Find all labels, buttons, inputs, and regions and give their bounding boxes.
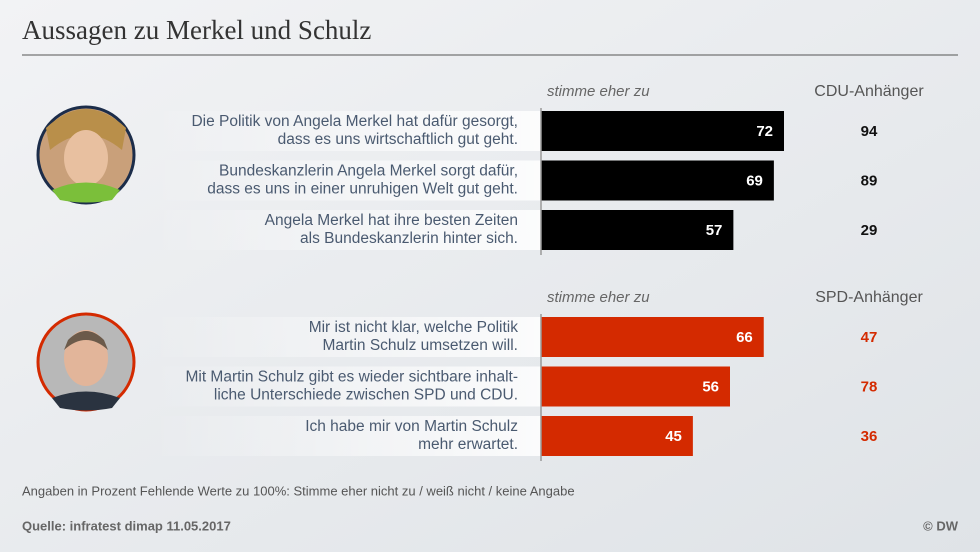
category-label: Bundeskanzlerin Angela Merkel sorgt dafü… — [219, 163, 518, 180]
label-band — [150, 366, 541, 407]
label-band — [150, 111, 541, 151]
value-header: stimme eher zu — [547, 83, 650, 100]
category-label: Martin Schulz umsetzen will. — [322, 337, 518, 354]
footnote: Angaben in Prozent Fehlende Werte zu 100… — [22, 483, 575, 498]
label-band — [150, 160, 541, 201]
category-label: Mir ist nicht klar, welche Politik — [309, 319, 519, 336]
portrait-schulz — [36, 312, 136, 412]
value-label: 57 — [706, 222, 723, 239]
bar — [541, 111, 784, 151]
portrait-merkel — [36, 105, 136, 205]
label-band — [150, 317, 541, 357]
supporter-value: 94 — [861, 123, 878, 140]
category-label: dass es uns wirtschaftlich gut geht. — [278, 131, 518, 148]
source: Quelle: infratest dimap 11.05.2017 — [22, 518, 231, 533]
bar — [541, 160, 774, 201]
bar — [541, 317, 764, 357]
bar — [541, 210, 734, 250]
supporter-value: 78 — [861, 378, 878, 395]
category-label: mehr erwartet. — [418, 436, 518, 453]
category-label: als Bundeskanzlerin hinter sich. — [300, 230, 518, 247]
category-label: Die Politik von Angela Merkel hat dafür … — [191, 113, 518, 130]
value-header: stimme eher zu — [547, 289, 650, 306]
label-band — [150, 416, 541, 456]
category-label: Ich habe mir von Martin Schulz — [305, 418, 518, 435]
value-label: 72 — [756, 123, 773, 140]
category-label: liche Unterschiede zwischen SPD und CDU. — [214, 387, 518, 404]
credit: © DW — [923, 518, 959, 533]
supporter-value: 89 — [861, 172, 878, 189]
supporter-header: CDU-Anhänger — [814, 83, 924, 100]
category-label: Angela Merkel hat ihre besten Zeiten — [265, 212, 518, 229]
supporter-header: SPD-Anhänger — [815, 289, 923, 306]
value-label: 45 — [665, 428, 682, 445]
bar — [541, 416, 693, 456]
value-label: 69 — [746, 172, 763, 189]
supporter-value: 36 — [861, 428, 878, 445]
supporter-value: 29 — [861, 222, 878, 239]
category-label: Mit Martin Schulz gibt es wieder sichtba… — [185, 369, 518, 386]
value-label: 56 — [702, 378, 719, 395]
label-band — [150, 210, 541, 250]
category-label: dass es uns in einer unruhigen Welt gut … — [207, 181, 518, 198]
chart-title: Aussagen zu Merkel und Schulz — [22, 15, 371, 45]
supporter-value: 47 — [861, 329, 878, 346]
bar — [541, 366, 730, 407]
value-label: 66 — [736, 329, 753, 346]
